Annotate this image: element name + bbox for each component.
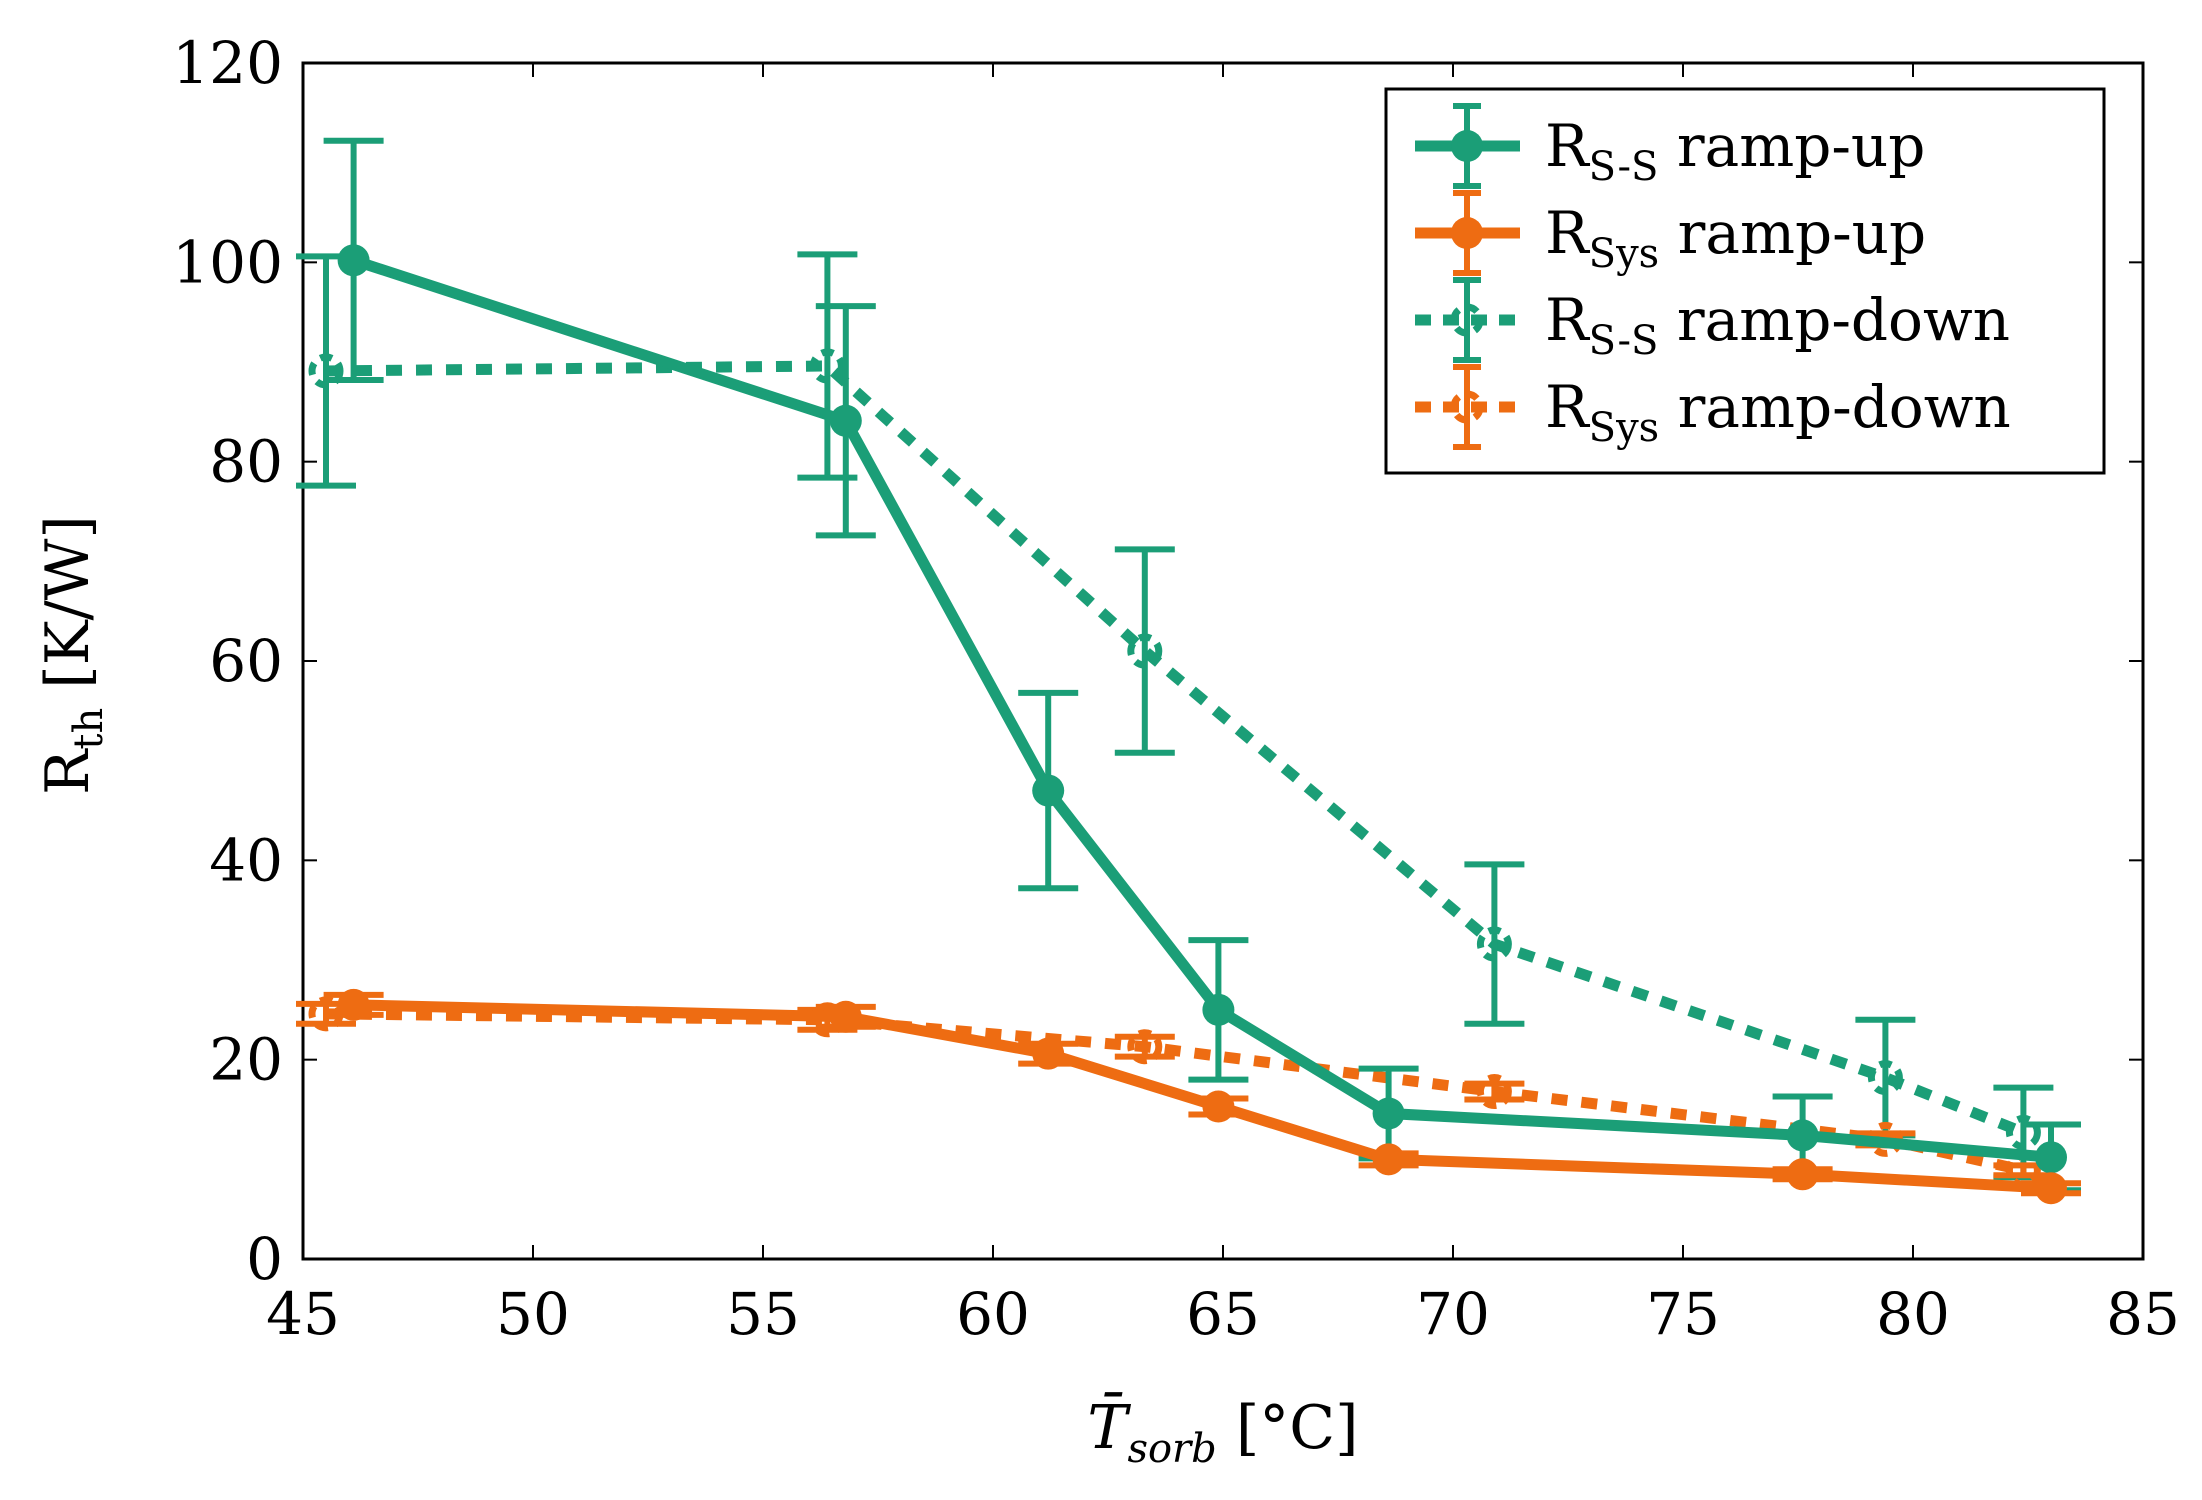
x-tick-label: 85 (2106, 1280, 2180, 1348)
data-point (809, 348, 845, 384)
data-point (337, 244, 370, 277)
x-tick-label: 65 (1186, 1280, 1260, 1348)
series-1 (323, 988, 2081, 1205)
x-tick-label: 55 (726, 1280, 800, 1348)
series-layer (296, 137, 2081, 1205)
data-point (337, 988, 370, 1021)
x-tick-label: 45 (266, 1280, 340, 1348)
data-point (1476, 1074, 1512, 1110)
x-tick-label: 60 (956, 1280, 1030, 1348)
data-point (1032, 774, 1065, 807)
data-point (1372, 1097, 1405, 1130)
legend-label: RSys ramp-up (1545, 199, 1926, 277)
y-axis-label-sub: th (66, 708, 112, 750)
x-axis-label-main: T̄ (1087, 1392, 1131, 1463)
x-axis-label: T̄sorb [°C] (1087, 1392, 1358, 1472)
data-point (1786, 1119, 1819, 1152)
data-point (1202, 993, 1235, 1026)
legend-marker (1451, 217, 1483, 249)
x-axis-label-unit: [°C] (1236, 1393, 1359, 1463)
data-point (829, 404, 862, 437)
axes: 45 50 55 60 65 70 75 80 85 0 20 40 60 80 100 120 (172, 29, 2180, 1348)
data-point (1786, 1158, 1819, 1191)
legend: RS-S ramp-up RSys ramp-up RS-S ramp-down RS… (1384, 87, 2106, 475)
data-point (1202, 1090, 1235, 1123)
y-axis-label: Rth [K/W] (33, 515, 112, 795)
data-point (308, 353, 344, 389)
y-tick-label: 20 (209, 1026, 283, 1094)
y-tick-label: 0 (246, 1225, 283, 1293)
data-point (1476, 926, 1512, 962)
y-axis-label-main: R (33, 748, 103, 795)
y-axis-label-unit (33, 689, 103, 708)
legend-label: RSys ramp-down (1545, 373, 2011, 451)
legend-item-1: RSys ramp-up (1415, 190, 1926, 277)
x-tick-label: 75 (1646, 1280, 1720, 1348)
legend-item-3: RSys ramp-down (1415, 364, 2011, 451)
series-2 (296, 251, 2054, 1181)
y-axis-label-unit-text: [K/W] (33, 515, 103, 689)
data-point (829, 1000, 862, 1033)
data-point (1127, 633, 1163, 669)
y-tick-label: 100 (172, 228, 283, 296)
legend-marker (1450, 390, 1484, 424)
y-tick-label: 120 (172, 29, 283, 97)
legend-label: RS-S ramp-down (1545, 286, 2010, 364)
legend-marker (1451, 130, 1483, 162)
legend-item-0: RS-S ramp-up (1415, 103, 1925, 190)
data-point (2005, 1114, 2041, 1150)
legend-marker (1450, 303, 1484, 337)
x-tick-label: 80 (1876, 1280, 1950, 1348)
data-point (1032, 1037, 1065, 1070)
data-point (1127, 1029, 1163, 1065)
data-point (2035, 1141, 2067, 1174)
y-tick-label: 40 (209, 826, 283, 894)
y-tick-label: 60 (209, 627, 283, 695)
data-point (1372, 1143, 1405, 1176)
y-tick-label: 80 (209, 428, 283, 496)
x-tick-label: 50 (496, 1280, 570, 1348)
data-point (2035, 1172, 2067, 1205)
data-point (1867, 1060, 1903, 1096)
legend-label: RS-S ramp-up (1545, 112, 1925, 190)
legend-item-2: RS-S ramp-down (1415, 277, 2010, 364)
x-axis-label-sub: sorb (1127, 1426, 1216, 1472)
series-0 (323, 137, 2081, 1194)
x-tick-label: 70 (1416, 1280, 1490, 1348)
